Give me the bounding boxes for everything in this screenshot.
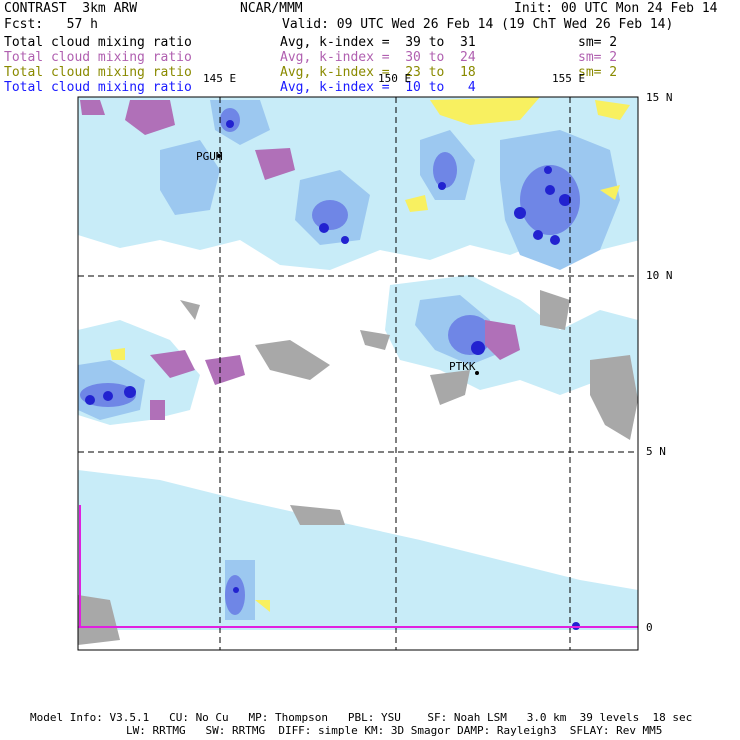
forecast-hour: Fcst: 57 h [4,17,98,32]
valid-time: Valid: 09 UTC Wed 26 Feb 14 (19 ChT Wed … [282,17,674,32]
gray-cloud-patches [78,290,638,645]
lat-label-15n: 15 N [646,91,673,104]
map-frame [77,96,639,651]
field-stat-3: Avg, k-index = 23 to 18 [280,65,476,80]
field-sm-2: sm= 2 [578,50,618,65]
lon-label-150: 150 E [378,72,412,85]
lon-label-145: 145 E [203,72,237,85]
lat-label-5n: 5 N [646,445,666,458]
lat-label-10n: 10 N [646,269,673,282]
station-label-ptkk: PTKK [449,360,476,373]
field-name-4: Total cloud mixing ratio [4,80,192,95]
medium-cloud-areas [78,100,620,620]
org-label: NCAR/MMM [240,1,303,16]
field-sm-3: sm= 2 [578,65,618,80]
station-label-pgum: PGUM [196,150,223,163]
model-title: CONTRAST 3km ARW [4,1,138,16]
lat-label-0: 0 [646,621,653,634]
lon-label-155: 155 E [552,72,586,85]
field-stat-1: Avg, k-index = 39 to 31 [280,35,476,50]
init-time: Init: 00 UTC Mon 24 Feb 14 [514,1,718,16]
yellow-cloud-patches [110,97,630,612]
model-info-line2: LW: RRTMG SW: RRTMG DIFF: simple KM: 3D … [126,724,663,737]
field-stat-4: Avg, k-index = 10 to 4 [280,80,476,95]
field-name-2: Total cloud mixing ratio [4,50,192,65]
field-sm-1: sm= 2 [578,35,618,50]
light-cloud-areas [78,97,638,630]
deep-convection-cores [85,120,580,630]
model-info-line1: Model Info: V3.5.1 CU: No Cu MP: Thompso… [30,711,693,724]
field-stat-2: Avg, k-index = 30 to 24 [280,50,476,65]
blue-cloud-areas [80,108,580,615]
lat-lon-grid [78,97,638,650]
field-name-3: Total cloud mixing ratio [4,65,192,80]
field-name-1: Total cloud mixing ratio [4,35,192,50]
